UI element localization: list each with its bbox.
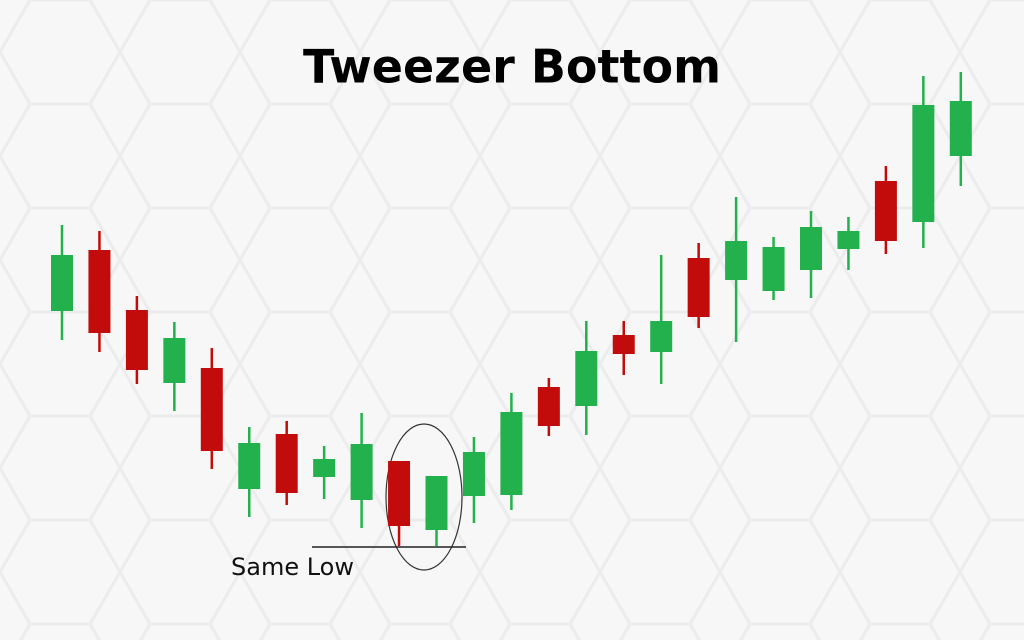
candle-body — [687, 258, 710, 317]
candle-body — [650, 321, 673, 352]
candle-body — [88, 250, 111, 333]
candle-body — [912, 105, 935, 222]
candle-body — [350, 444, 373, 500]
candle-body — [500, 412, 523, 495]
candle-body — [575, 351, 598, 406]
chart-title: Tweezer Bottom — [303, 40, 721, 94]
candle-body — [462, 452, 485, 496]
candle-body — [125, 310, 148, 370]
candle-body — [537, 387, 560, 426]
candle-body — [725, 241, 748, 280]
annotation: Same Low — [231, 553, 354, 581]
candle-body — [313, 459, 336, 477]
candle-body — [51, 255, 73, 311]
plot — [51, 72, 972, 546]
candle-body — [837, 231, 860, 249]
candle-body — [762, 247, 785, 291]
candle-body — [874, 181, 897, 241]
candle-body — [163, 338, 186, 383]
candle-body — [238, 443, 261, 489]
highlight-ellipse — [385, 423, 463, 571]
candle-body — [388, 461, 411, 526]
candle-body — [425, 476, 448, 530]
candle-body — [200, 368, 223, 451]
candle-body — [275, 434, 298, 493]
candle-body — [612, 335, 635, 354]
candle-body — [800, 227, 822, 270]
candle-body — [949, 101, 972, 156]
